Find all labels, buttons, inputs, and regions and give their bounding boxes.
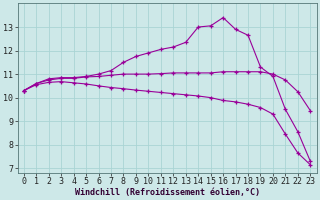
X-axis label: Windchill (Refroidissement éolien,°C): Windchill (Refroidissement éolien,°C): [75, 188, 260, 197]
